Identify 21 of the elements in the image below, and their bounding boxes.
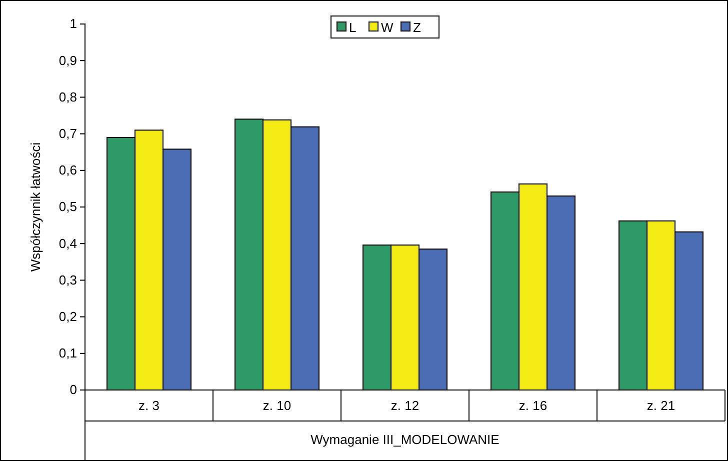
y-tick-label: 0,6 — [58, 162, 77, 178]
y-tick-label: 0 — [70, 382, 77, 398]
y-axis-title: Współczynnik łatwości — [28, 142, 43, 272]
y-tick-label: 0,7 — [58, 126, 77, 141]
y-tick-label: 0,8 — [58, 89, 77, 104]
x-axis-title: Wymaganie III_MODELOWANIE — [310, 432, 500, 447]
y-tick-label: 0,1 — [58, 346, 77, 361]
x-tick-label: z. 12 — [390, 398, 420, 413]
x-tick-label: z. 16 — [518, 398, 548, 413]
y-tick-label: 0,9 — [58, 52, 77, 68]
legend-label: Z — [413, 20, 421, 35]
y-tick-label: 0,2 — [58, 308, 77, 324]
x-tick-label: z. 3 — [138, 398, 160, 413]
y-tick-label: 0,3 — [58, 272, 77, 288]
legend-label: W — [381, 20, 394, 35]
y-tick-label: 0,4 — [58, 236, 77, 251]
legend-label: L — [349, 20, 356, 35]
y-tick-label: 1 — [70, 16, 77, 32]
x-tick-label: z. 10 — [262, 398, 292, 413]
x-tick-label: z. 21 — [646, 398, 676, 413]
y-tick-label: 0,5 — [58, 199, 77, 214]
